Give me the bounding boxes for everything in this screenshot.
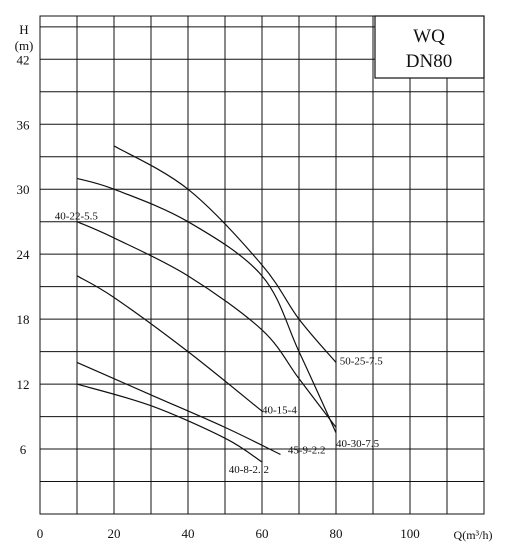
- grid: 0 20 40 60 80 100 6 12 18 24 30 36 42: [17, 15, 485, 541]
- y-axis-label: H: [19, 22, 28, 37]
- title-line-1: WQ: [413, 26, 445, 47]
- x-tick-label: 100: [400, 526, 420, 541]
- x-tick-label: 40: [182, 526, 195, 541]
- y-axis-unit: (m): [15, 38, 34, 53]
- curve-label: 40-8-2. 2: [229, 464, 269, 476]
- series-curve-40-15-4: [76, 275, 263, 412]
- y-tick-label: 12: [17, 377, 30, 392]
- x-tick-label: 60: [256, 526, 269, 541]
- series-curve-40-22-5.5: [76, 221, 337, 428]
- curve-label: 45-9-2.2: [288, 444, 326, 456]
- series-curve-40-8-2.2: [76, 383, 263, 463]
- curves: [76, 145, 337, 463]
- y-tick-label: 30: [17, 182, 30, 197]
- legend-box: WQ DN80: [374, 15, 485, 79]
- x-tick-label: 80: [330, 526, 343, 541]
- curve-label: 50-25-7.5: [340, 356, 384, 368]
- x-tick-label: 20: [108, 526, 121, 541]
- series-curve-45-9-2.2: [76, 361, 281, 455]
- title-line-2: DN80: [406, 51, 452, 72]
- curve-label: 40-22-5.5: [55, 211, 99, 223]
- y-tick-label: 36: [17, 117, 31, 132]
- series-curve-40-30-7.5: [76, 177, 337, 434]
- x-axis-label: Q(m³/h): [454, 528, 493, 542]
- y-tick-label: 42: [17, 52, 30, 67]
- labels: 50-25-7.5 40-30-7.5 40-22-5.5 40-15-4 45-9-2…: [55, 211, 383, 476]
- title-box-frame: [374, 15, 485, 79]
- y-tick-label: 24: [17, 247, 31, 262]
- y-tick-label: 18: [17, 312, 30, 327]
- y-tick-label: 6: [20, 442, 27, 457]
- curve-label: 40-15-4: [262, 404, 297, 416]
- x-tick-label: 0: [37, 526, 44, 541]
- series-curve-50-25-7.5: [113, 145, 337, 363]
- curve-label: 40-30-7.5: [336, 438, 380, 450]
